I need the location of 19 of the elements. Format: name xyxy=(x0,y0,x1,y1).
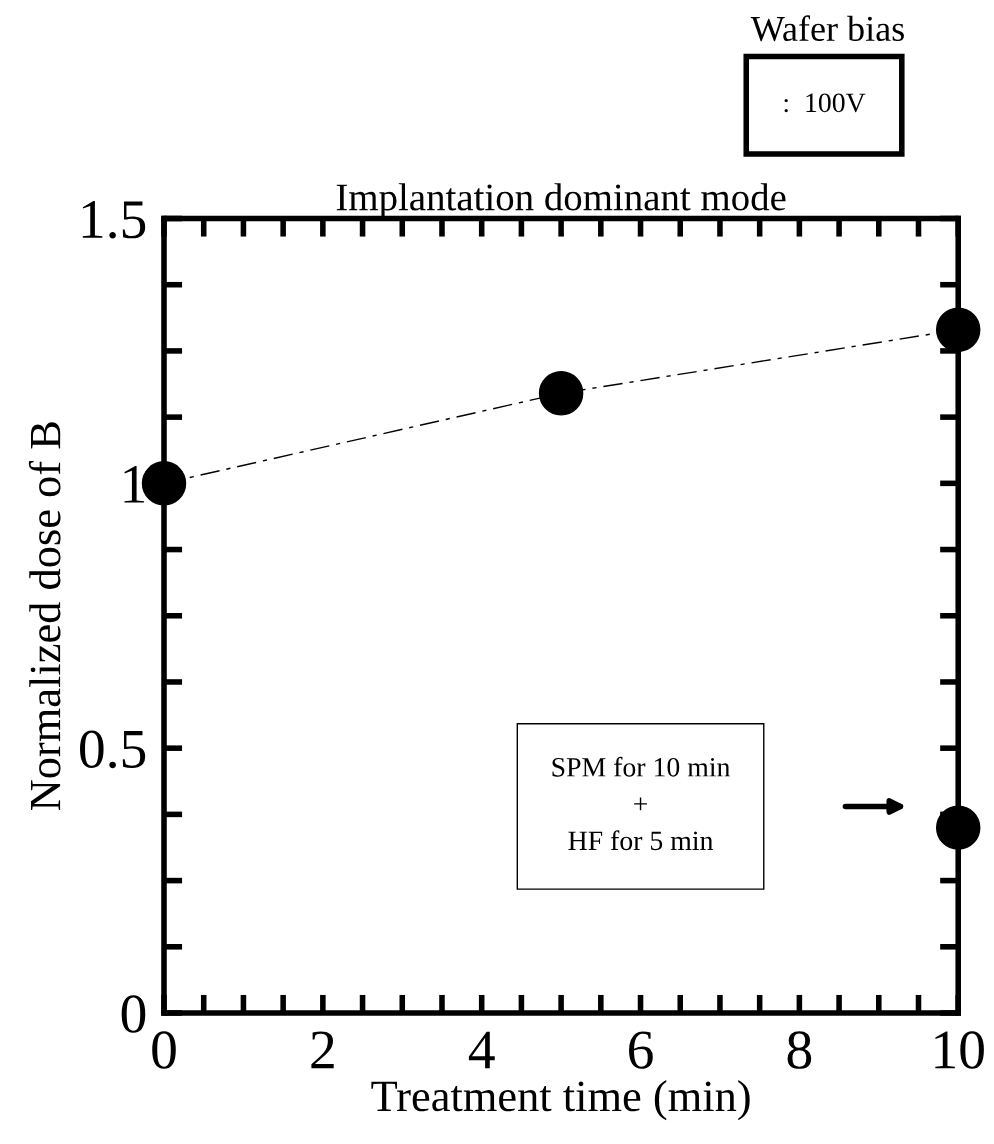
y-tick-label: 0 xyxy=(121,995,146,1033)
y-tick-label: 0.5 xyxy=(80,730,146,769)
x-tick-label: 2 xyxy=(311,1031,334,1069)
x-tick-label: 4 xyxy=(468,1031,495,1069)
x-axis-title: Treatment time (min) xyxy=(371,1080,750,1121)
y-tick-label: 1 xyxy=(124,465,145,503)
point xyxy=(935,307,981,352)
y-axis-title: Normalized dose of B xyxy=(28,422,61,811)
y-tick-label: 1.5 xyxy=(82,201,146,239)
point xyxy=(538,371,584,416)
x-tick-label: 10 xyxy=(935,1031,984,1069)
annotation: SPM for 10 min + HF for 5 min xyxy=(552,756,731,851)
x-tick-label: 6 xyxy=(629,1031,653,1069)
x-tick-label: 0 xyxy=(152,1031,176,1069)
chart-title: Implantation dominant mode xyxy=(336,183,786,219)
text: Wafer bias xyxy=(750,15,904,42)
point xyxy=(935,805,981,850)
text: : 100V xyxy=(784,93,866,113)
x-tick-label: 8 xyxy=(787,1031,812,1069)
